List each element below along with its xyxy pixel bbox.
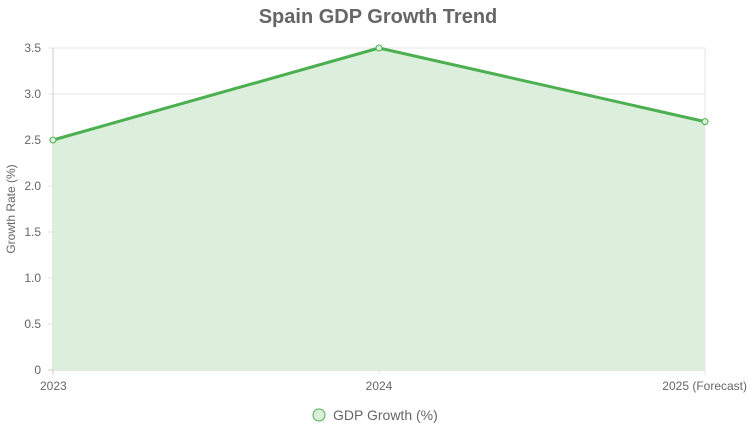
data-point — [375, 44, 383, 52]
y-tick-label: 0.5 — [24, 317, 41, 331]
y-tick-label: 2.5 — [24, 133, 41, 147]
area-fill — [53, 48, 705, 370]
y-tick-label: 2.0 — [24, 179, 41, 193]
y-tick-label: 3.0 — [24, 87, 41, 101]
legend-label: GDP Growth (%) — [333, 407, 438, 423]
legend-marker — [312, 408, 326, 422]
legend[interactable]: GDP Growth (%) — [312, 407, 438, 423]
y-tick-label: 1.5 — [24, 225, 41, 239]
x-axis: 2023 2024 2025 (Forecast) — [40, 379, 747, 393]
y-tick-label: 3.5 — [24, 41, 41, 55]
series-area — [49, 44, 709, 370]
x-tick-label: 2023 — [40, 379, 67, 393]
x-tick-label: 2025 (Forecast) — [662, 379, 747, 393]
y-tick-label: 0 — [34, 363, 41, 377]
data-point — [701, 118, 709, 126]
y-axis: 0 0.5 1.0 1.5 2.0 2.5 3.0 3.5 — [24, 41, 41, 377]
y-tick-label: 1.0 — [24, 271, 41, 285]
y-axis-title: Growth Rate (%) — [4, 164, 18, 253]
x-tick-label: 2024 — [366, 379, 393, 393]
data-point — [49, 136, 57, 144]
chart-title: Spain GDP Growth Trend — [259, 6, 498, 28]
